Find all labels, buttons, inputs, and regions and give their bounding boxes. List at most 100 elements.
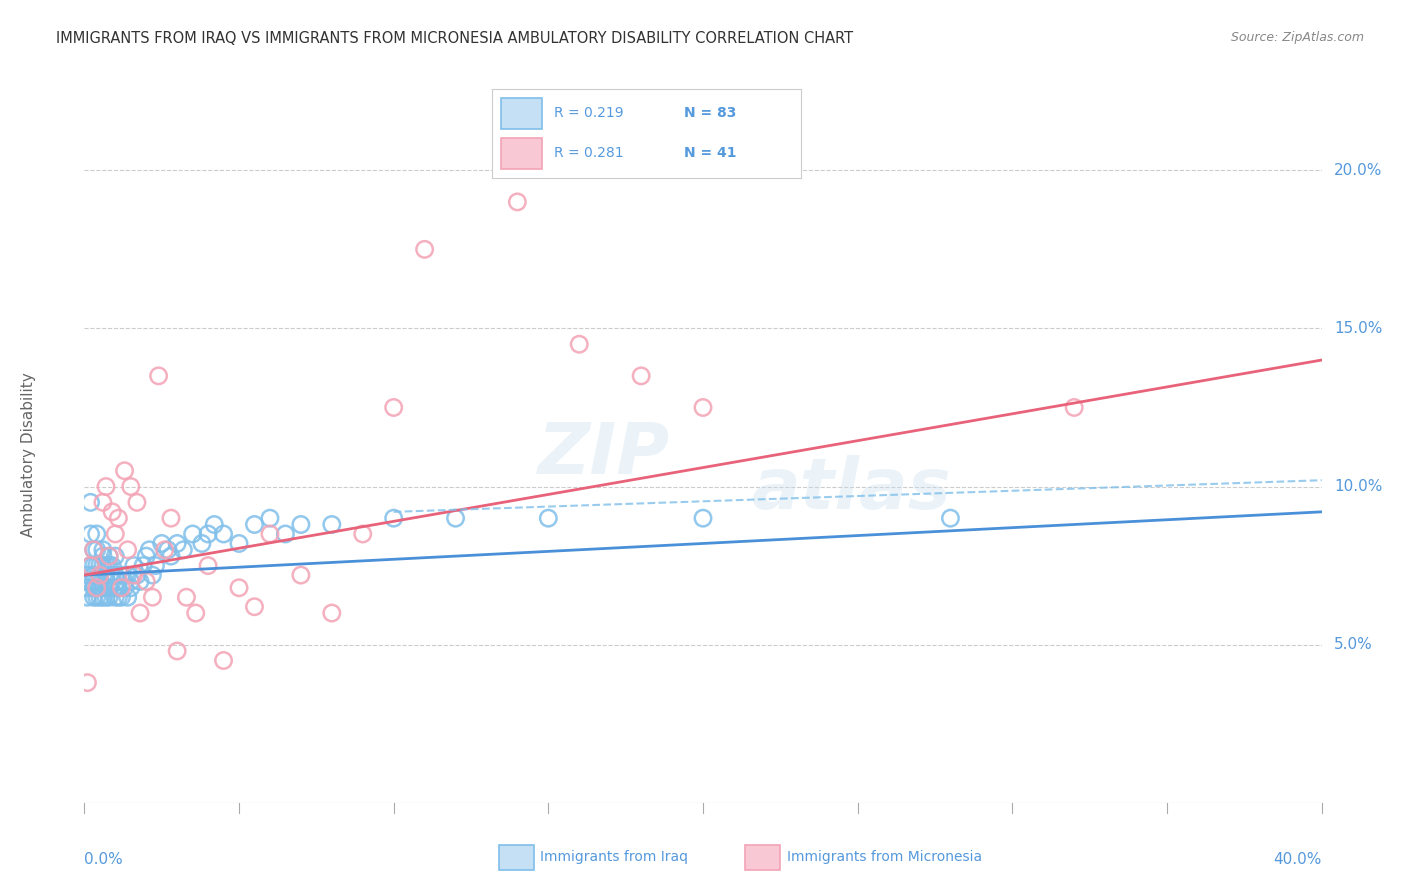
Point <box>692 401 714 415</box>
Point <box>1063 401 1085 415</box>
Point <box>176 591 198 605</box>
Point <box>89 581 111 595</box>
Point <box>352 527 374 541</box>
FancyBboxPatch shape <box>502 138 541 169</box>
Point <box>141 568 163 582</box>
Point <box>94 591 117 605</box>
Point <box>692 511 714 525</box>
Point <box>321 517 343 532</box>
Text: Immigrants from Micronesia: Immigrants from Micronesia <box>787 850 983 864</box>
Point <box>148 368 170 383</box>
Point <box>79 558 101 573</box>
Point <box>138 542 160 557</box>
Point <box>107 574 129 589</box>
Point <box>117 542 139 557</box>
Point <box>86 558 108 573</box>
Text: IMMIGRANTS FROM IRAQ VS IMMIGRANTS FROM MICRONESIA AMBULATORY DISABILITY CORRELA: IMMIGRANTS FROM IRAQ VS IMMIGRANTS FROM … <box>56 31 853 46</box>
Point <box>89 558 111 573</box>
Point <box>117 568 139 582</box>
Point <box>290 517 312 532</box>
Point <box>91 495 114 509</box>
Point <box>86 581 108 595</box>
Text: Immigrants from Iraq: Immigrants from Iraq <box>540 850 688 864</box>
Text: 20.0%: 20.0% <box>1334 163 1382 178</box>
Point <box>153 542 176 557</box>
Point <box>86 591 108 605</box>
Point <box>91 549 114 563</box>
Point <box>120 574 142 589</box>
Point <box>91 581 114 595</box>
Point <box>228 581 250 595</box>
Point <box>259 511 281 525</box>
Point <box>101 574 124 589</box>
Point <box>83 574 105 589</box>
Point <box>243 517 266 532</box>
Point <box>181 527 204 541</box>
Point <box>506 194 529 209</box>
Point <box>129 574 152 589</box>
Point <box>101 505 124 519</box>
Point <box>104 581 127 595</box>
Point <box>98 591 121 605</box>
Point <box>98 549 121 563</box>
Point <box>197 527 219 541</box>
Point <box>568 337 591 351</box>
Text: 15.0%: 15.0% <box>1334 321 1382 336</box>
Point <box>243 599 266 614</box>
Point <box>228 536 250 550</box>
Point <box>212 527 235 541</box>
Point <box>290 568 312 582</box>
Point <box>104 527 127 541</box>
Point <box>94 568 117 582</box>
Point <box>86 542 108 557</box>
Point <box>76 568 98 582</box>
Point <box>79 495 101 509</box>
Point <box>259 527 281 541</box>
Point <box>114 464 136 478</box>
Point <box>382 401 405 415</box>
Text: atlas: atlas <box>752 455 952 524</box>
Point <box>125 495 148 509</box>
Point <box>76 581 98 595</box>
Point <box>76 591 98 605</box>
Point <box>94 558 117 573</box>
Point <box>83 558 105 573</box>
Text: N = 41: N = 41 <box>683 146 737 161</box>
Point <box>274 527 297 541</box>
Text: 40.0%: 40.0% <box>1274 852 1322 866</box>
Point <box>184 606 207 620</box>
Point <box>76 675 98 690</box>
Point <box>83 591 105 605</box>
Point <box>120 479 142 493</box>
Point <box>212 653 235 667</box>
Point <box>98 558 121 573</box>
Point <box>191 536 214 550</box>
Point <box>156 542 179 557</box>
Point <box>120 581 142 595</box>
Point <box>382 511 405 525</box>
Point <box>107 591 129 605</box>
Point <box>91 542 114 557</box>
Point <box>98 549 121 563</box>
FancyBboxPatch shape <box>502 98 541 129</box>
Point <box>91 591 114 605</box>
Text: R = 0.281: R = 0.281 <box>554 146 624 161</box>
Point <box>125 568 148 582</box>
Point <box>83 542 105 557</box>
Point <box>166 644 188 658</box>
Point <box>107 511 129 525</box>
Point <box>413 243 436 257</box>
Text: 0.0%: 0.0% <box>84 852 124 866</box>
Point <box>79 558 101 573</box>
Point <box>135 574 157 589</box>
Point <box>150 536 173 550</box>
Point <box>114 574 136 589</box>
Text: 10.0%: 10.0% <box>1334 479 1382 494</box>
Point <box>141 591 163 605</box>
Point <box>122 568 145 582</box>
Point <box>145 558 167 573</box>
Text: Source: ZipAtlas.com: Source: ZipAtlas.com <box>1230 31 1364 45</box>
Text: N = 83: N = 83 <box>683 106 737 120</box>
Point <box>101 568 124 582</box>
Point <box>110 591 132 605</box>
